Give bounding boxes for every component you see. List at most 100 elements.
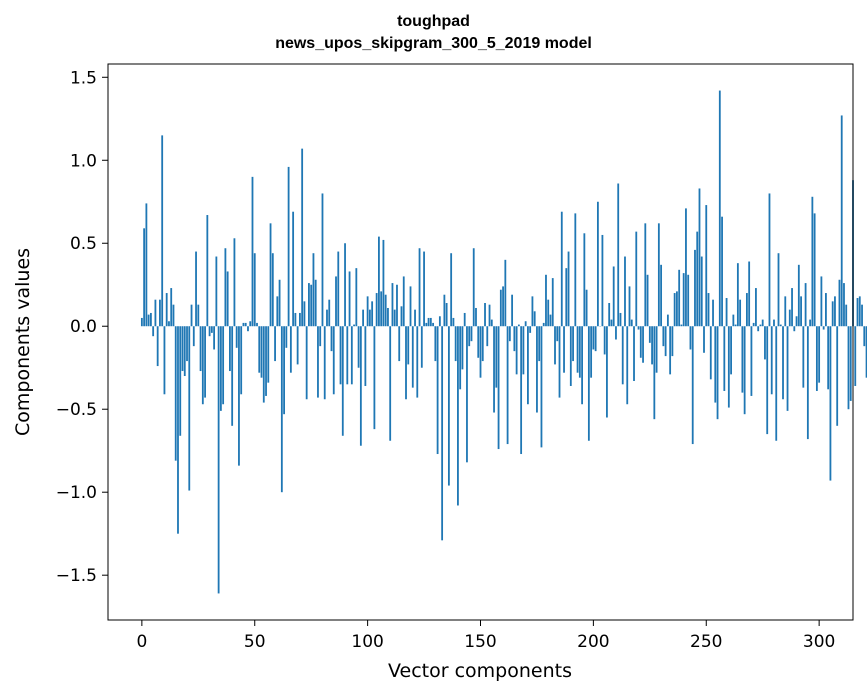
bar	[863, 326, 866, 347]
bar	[556, 326, 559, 342]
bar	[337, 251, 340, 327]
bar	[499, 289, 502, 327]
bar	[533, 311, 536, 327]
bar	[332, 326, 335, 395]
bar	[843, 283, 845, 327]
bar	[768, 193, 771, 327]
bar	[296, 326, 299, 365]
bar	[716, 326, 719, 420]
chart-title-line2: news_upos_skipgram_300_5_2019 model	[275, 35, 592, 52]
bar	[513, 326, 516, 352]
bar	[348, 271, 351, 327]
x-tick-label: 300	[803, 632, 835, 652]
bar	[420, 326, 423, 368]
bar	[861, 304, 863, 327]
bar	[865, 326, 867, 378]
bar	[696, 231, 699, 327]
bar	[633, 326, 635, 381]
bar	[590, 326, 593, 378]
bar	[321, 193, 324, 327]
bar	[736, 263, 739, 327]
bar	[540, 326, 543, 448]
bar	[585, 289, 588, 327]
bar	[723, 326, 726, 391]
bar	[344, 243, 346, 327]
bar	[441, 326, 444, 541]
bar	[328, 299, 331, 327]
bar	[274, 326, 276, 362]
bar	[432, 322, 434, 327]
bar	[626, 326, 629, 405]
bar	[642, 326, 644, 363]
bar	[438, 316, 441, 327]
bar	[210, 326, 213, 333]
bar	[840, 115, 843, 327]
bar	[732, 314, 735, 327]
bar	[791, 288, 793, 327]
bar	[750, 326, 753, 396]
bar	[411, 326, 414, 388]
bar	[707, 293, 710, 327]
bar	[177, 326, 179, 534]
bar	[712, 299, 714, 327]
bar	[387, 307, 389, 327]
bar	[788, 309, 791, 327]
bar	[687, 274, 690, 327]
bar	[691, 326, 694, 445]
bar	[445, 303, 448, 327]
bar	[678, 269, 681, 327]
bar	[497, 326, 500, 450]
bar	[312, 253, 315, 327]
bar	[454, 326, 457, 362]
x-tick-label: 250	[690, 632, 722, 652]
x-tick-label: 100	[351, 632, 383, 652]
bar	[603, 326, 606, 355]
y-tick-label: 0.0	[70, 317, 97, 337]
bar	[741, 326, 744, 393]
bar	[287, 166, 290, 327]
bar	[380, 291, 383, 327]
bar	[612, 266, 615, 327]
bar	[761, 319, 764, 327]
bar	[743, 326, 746, 415]
bar	[429, 317, 432, 327]
bar	[831, 301, 834, 327]
bar	[457, 326, 459, 506]
bar	[727, 326, 730, 408]
bar	[276, 296, 279, 327]
bar	[368, 309, 371, 327]
bar	[156, 326, 159, 367]
bar	[271, 253, 274, 327]
bar	[260, 326, 263, 378]
bar	[314, 279, 317, 327]
bar	[829, 326, 832, 481]
bar	[608, 303, 611, 327]
bar	[653, 326, 656, 420]
bar	[615, 326, 617, 340]
bar	[152, 326, 155, 337]
bar	[149, 312, 152, 327]
bar	[813, 213, 816, 327]
bar	[558, 326, 561, 398]
bar	[527, 326, 529, 405]
bar	[818, 326, 821, 383]
bar	[190, 304, 193, 327]
bar	[294, 312, 297, 327]
bar	[393, 309, 396, 327]
bar	[554, 326, 556, 365]
bar	[238, 326, 240, 466]
bar	[773, 319, 775, 327]
bar	[673, 293, 676, 327]
bar	[373, 326, 376, 430]
bar	[506, 326, 509, 445]
bar	[786, 326, 789, 411]
bar	[186, 326, 188, 362]
bar	[181, 326, 184, 372]
bar	[398, 326, 401, 362]
bar	[560, 211, 563, 327]
bar	[195, 251, 197, 327]
bar	[233, 238, 236, 327]
y-tick-label: −1.0	[56, 483, 97, 503]
bar	[470, 326, 473, 342]
